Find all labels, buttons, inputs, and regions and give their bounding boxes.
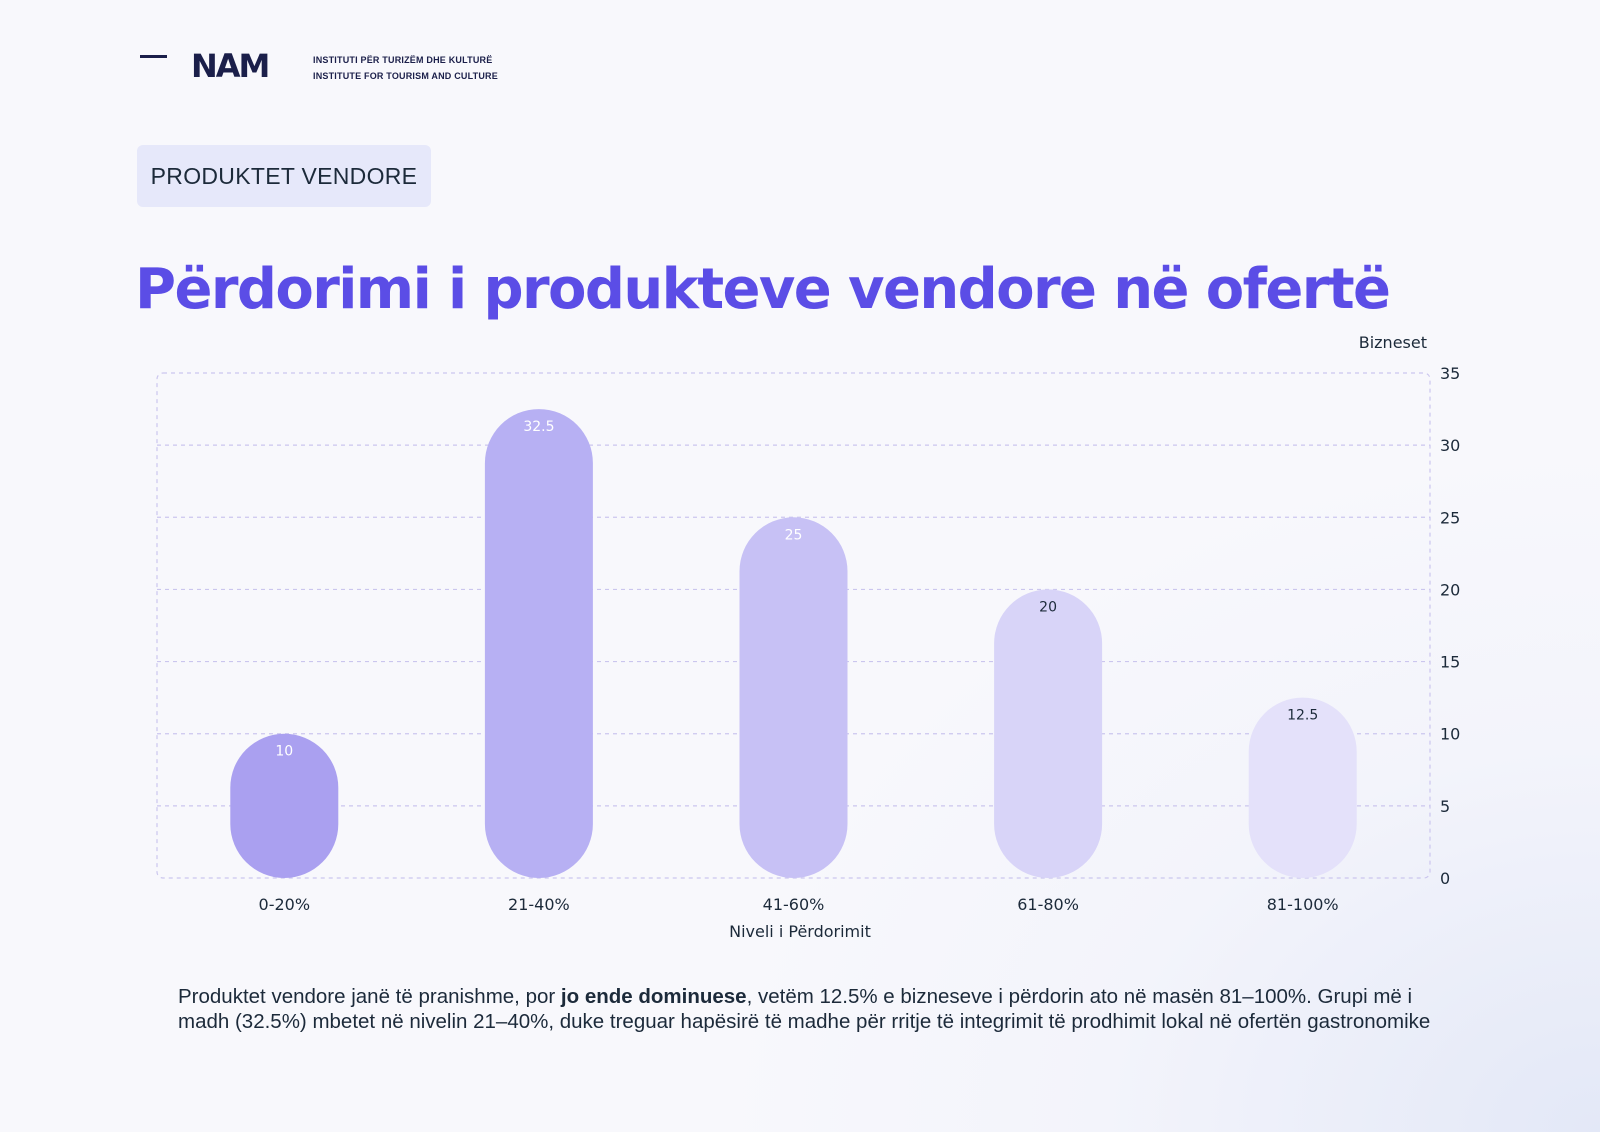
bar bbox=[484, 409, 593, 878]
x-axis-label: Niveli i Përdorimit bbox=[729, 922, 871, 941]
y-tick-label: 20 bbox=[1440, 580, 1460, 599]
y-tick-label: 30 bbox=[1440, 436, 1460, 455]
bars: 10 32.5 25 20 12.5 bbox=[230, 409, 1357, 878]
x-tick-label: 0-20% bbox=[259, 895, 311, 914]
data-label: 12.5 bbox=[1287, 708, 1318, 724]
x-tick-label: 61-80% bbox=[1017, 895, 1079, 914]
x-axis-ticks: 0-20% 21-40% 41-60% 61-80% 81-100% bbox=[259, 895, 1339, 914]
y-tick-label: 15 bbox=[1440, 653, 1460, 672]
x-tick-label: 21-40% bbox=[508, 895, 570, 914]
tagline-line-1: INSTITUTI PËR TURIZËM DHE KULTURË bbox=[313, 55, 493, 65]
bar bbox=[994, 589, 1103, 878]
section-badge: PRODUKTET VENDORE bbox=[137, 145, 431, 207]
y-tick-label: 0 bbox=[1440, 869, 1450, 888]
y-tick-label: 5 bbox=[1440, 797, 1450, 816]
institute-tagline: INSTITUTI PËR TURIZËM DHE KULTURË INSTIT… bbox=[313, 52, 498, 84]
chart-description: Produktet vendore janë të pranishme, por… bbox=[178, 984, 1458, 1034]
y-axis-ticks: 0 5 10 15 20 25 30 35 bbox=[1440, 364, 1460, 888]
data-label: 10 bbox=[275, 744, 293, 760]
data-label: 20 bbox=[1039, 599, 1057, 615]
x-tick-label: 41-60% bbox=[763, 895, 825, 914]
header-dash bbox=[140, 55, 167, 58]
y-axis-label: Bizneset bbox=[1359, 333, 1427, 352]
tagline-line-2: INSTITUTE FOR TOURISM AND CULTURE bbox=[313, 71, 498, 81]
bar bbox=[739, 517, 848, 878]
description-part-2: , vetëm 12.5% e bizneseve i përdorin ato… bbox=[178, 985, 1431, 1033]
y-tick-label: 25 bbox=[1440, 508, 1460, 527]
y-tick-label: 10 bbox=[1440, 725, 1460, 744]
bar bbox=[230, 733, 339, 878]
description-part-1: Produktet vendore janë të pranishme, por bbox=[178, 985, 561, 1008]
data-label: 32.5 bbox=[523, 419, 554, 435]
bar bbox=[1248, 697, 1357, 878]
x-tick-label: 81-100% bbox=[1267, 895, 1339, 914]
nam-logo: NAM bbox=[191, 47, 270, 85]
description-emphasis: jo ende dominuese bbox=[560, 985, 747, 1008]
data-label: 25 bbox=[785, 527, 803, 543]
y-tick-label: 35 bbox=[1440, 364, 1460, 383]
page-title: Përdorimi i produkteve vendore në ofertë bbox=[135, 257, 1391, 322]
